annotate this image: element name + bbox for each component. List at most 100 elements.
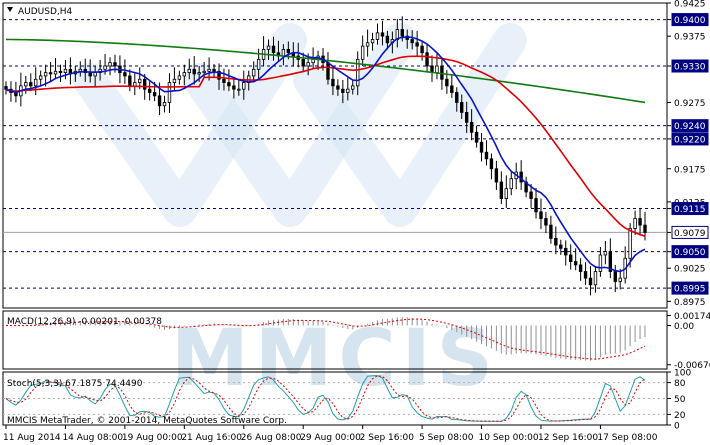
macd-label: MACD(12,26,9) -0.00201 -0.00378 xyxy=(7,317,162,327)
price-label-box xyxy=(671,281,709,295)
candle-body xyxy=(138,78,142,83)
macd-tick-label: 0.00174 xyxy=(674,312,710,322)
candle-body xyxy=(187,68,191,74)
stoch-tick-label: 20 xyxy=(674,411,686,421)
candle-body xyxy=(24,82,28,87)
candle-body xyxy=(217,70,221,80)
candle-body xyxy=(573,261,578,266)
candle-body xyxy=(474,131,479,143)
price-label-box xyxy=(671,132,709,146)
candle-body xyxy=(157,95,162,107)
candle-body xyxy=(613,271,617,282)
candle-body xyxy=(336,85,340,90)
candle-body xyxy=(593,271,598,286)
candle-body xyxy=(435,65,439,74)
watermark-chevron xyxy=(73,23,307,227)
price-label: 0.9025 xyxy=(674,265,706,275)
candle-body xyxy=(331,78,335,87)
time-label: 17 Sep 08:00 xyxy=(597,433,657,443)
stoch-label: Stoch(5,3,3) 67.1875 74.4490 xyxy=(7,379,143,389)
macd-signal-line xyxy=(5,318,646,360)
candle-body xyxy=(355,58,360,87)
candle-body xyxy=(133,82,137,87)
stoch-tick-label: 0 xyxy=(674,422,680,432)
candle-body xyxy=(197,72,201,75)
candle-body xyxy=(266,45,271,50)
price-label: 0.9220 xyxy=(674,135,706,145)
candle-body xyxy=(192,68,196,75)
stoch-main-line xyxy=(5,375,646,422)
price-label-box xyxy=(671,202,709,216)
price-label-box xyxy=(671,225,709,239)
price-label: 0.9079 xyxy=(674,229,706,239)
candle-body xyxy=(103,65,107,70)
candle-body xyxy=(375,32,380,40)
candle-body xyxy=(380,32,385,37)
watermark-chevron xyxy=(293,23,527,227)
candle-body xyxy=(494,168,499,183)
time-label: 10 Sep 00:00 xyxy=(479,433,539,443)
candle-body xyxy=(271,45,276,54)
price-label: 0.8995 xyxy=(674,285,706,295)
candle-body xyxy=(301,58,305,67)
time-label: 21 Aug 16:00 xyxy=(181,433,242,443)
candle-body xyxy=(603,251,608,256)
price-label: 0.9375 xyxy=(674,33,706,43)
time-label: 14 Aug 08:00 xyxy=(62,433,123,443)
ma-mid-line xyxy=(5,55,646,237)
candle-body xyxy=(638,218,642,226)
candle-body xyxy=(440,65,444,80)
candle-body xyxy=(469,121,474,133)
ma-fast-line xyxy=(5,36,646,273)
watermark-text: MMCIS xyxy=(171,314,499,404)
candle-body xyxy=(34,78,38,87)
candle-body xyxy=(360,45,365,60)
candle-body xyxy=(162,102,167,107)
candle-body xyxy=(499,181,504,199)
price-label: 0.9175 xyxy=(674,165,706,175)
price-label-box xyxy=(671,245,709,259)
stoch-signal-line xyxy=(5,375,646,422)
price-label: 0.9050 xyxy=(674,248,706,258)
candle-body xyxy=(38,75,43,80)
price-label-box xyxy=(671,59,709,73)
candle-body xyxy=(207,68,211,72)
candle-body xyxy=(633,218,637,229)
candle-body xyxy=(618,277,622,282)
candle-body xyxy=(93,72,97,77)
candle-body xyxy=(464,112,469,123)
candle-body xyxy=(583,271,588,279)
candle-body xyxy=(182,72,187,77)
candle-body xyxy=(63,68,68,74)
title-arrow-icon xyxy=(7,7,13,12)
candle-body xyxy=(643,224,647,233)
candle-body xyxy=(177,75,182,80)
time-label: 2 Sep 16:00 xyxy=(360,433,415,443)
candle-body xyxy=(400,29,404,37)
candle-body xyxy=(142,78,147,90)
candle-body xyxy=(598,254,603,272)
candle-body xyxy=(588,277,593,286)
copyright-text: MMCIS MetaTrader, © 2001-2014, MetaQuote… xyxy=(7,416,287,426)
candle-body xyxy=(544,218,548,226)
candle-body xyxy=(53,70,58,75)
price-label: 0.9240 xyxy=(674,122,706,132)
candle-body xyxy=(256,58,261,70)
candle-body xyxy=(58,70,63,74)
candle-body xyxy=(286,49,291,54)
candle-body xyxy=(450,85,454,93)
price-label: 0.9400 xyxy=(674,16,706,26)
candle-body xyxy=(48,72,53,75)
candle-body xyxy=(370,39,375,44)
candle-body xyxy=(222,78,226,83)
chart-title: AUDUSD,H4 xyxy=(18,7,73,17)
candle-body xyxy=(554,237,558,246)
candle-body xyxy=(281,49,286,57)
macd-tick-label: 0.00 xyxy=(674,322,694,332)
watermark-chevron xyxy=(183,23,417,227)
candle-body xyxy=(568,254,573,262)
candle-body xyxy=(123,72,127,77)
candle-body xyxy=(88,72,92,77)
